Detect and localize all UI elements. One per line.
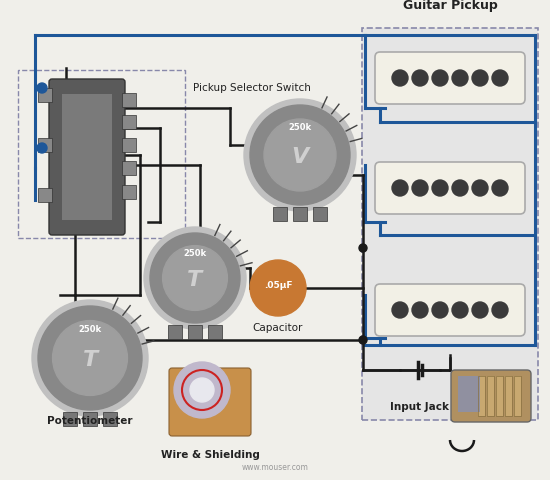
Bar — [83, 412, 97, 426]
Text: 250k: 250k — [288, 123, 311, 132]
Circle shape — [472, 70, 488, 86]
Bar — [514, 376, 521, 416]
Text: T: T — [82, 350, 97, 370]
Bar — [478, 376, 485, 416]
FancyBboxPatch shape — [375, 162, 525, 214]
Bar — [18, 70, 185, 238]
Bar — [188, 325, 202, 339]
Bar — [122, 138, 136, 152]
Text: Capacitor: Capacitor — [253, 323, 303, 333]
Bar — [122, 161, 136, 175]
FancyBboxPatch shape — [377, 303, 523, 321]
Bar — [122, 93, 136, 107]
Bar — [273, 207, 287, 221]
Bar — [487, 376, 494, 416]
Circle shape — [250, 260, 306, 316]
Circle shape — [190, 378, 214, 402]
Circle shape — [472, 302, 488, 318]
Bar — [122, 185, 136, 199]
Circle shape — [492, 302, 508, 318]
Bar — [362, 28, 538, 420]
FancyBboxPatch shape — [49, 79, 125, 235]
Text: 250k: 250k — [79, 325, 102, 334]
Bar — [62, 94, 112, 220]
Circle shape — [412, 70, 428, 86]
Bar — [208, 325, 222, 339]
Bar — [103, 412, 117, 426]
Circle shape — [250, 105, 350, 205]
Circle shape — [392, 180, 408, 196]
FancyBboxPatch shape — [169, 368, 251, 436]
Circle shape — [37, 83, 47, 93]
Bar — [122, 115, 136, 129]
Text: Guitar Pickup: Guitar Pickup — [403, 0, 497, 12]
Circle shape — [264, 119, 336, 191]
Bar — [63, 412, 77, 426]
Circle shape — [452, 302, 468, 318]
Circle shape — [359, 244, 367, 252]
FancyBboxPatch shape — [451, 370, 531, 422]
FancyBboxPatch shape — [375, 52, 525, 104]
Bar — [168, 325, 182, 339]
Bar — [487, 376, 494, 416]
Circle shape — [53, 321, 128, 396]
Circle shape — [432, 180, 448, 196]
Circle shape — [472, 180, 488, 196]
Bar — [505, 376, 512, 416]
Circle shape — [452, 180, 468, 196]
Circle shape — [492, 70, 508, 86]
Text: Wire & Shielding: Wire & Shielding — [161, 450, 260, 460]
Circle shape — [37, 143, 47, 153]
Text: V: V — [292, 147, 309, 167]
Circle shape — [412, 302, 428, 318]
Circle shape — [432, 302, 448, 318]
Bar — [38, 188, 52, 202]
Circle shape — [174, 362, 230, 418]
Bar — [313, 207, 327, 221]
Circle shape — [432, 70, 448, 86]
Bar — [38, 138, 52, 152]
Text: Pickup Selector Switch: Pickup Selector Switch — [193, 83, 311, 93]
Text: .05μF: .05μF — [264, 281, 292, 290]
Circle shape — [163, 246, 227, 311]
Circle shape — [150, 233, 240, 323]
Circle shape — [144, 227, 246, 329]
Circle shape — [412, 180, 428, 196]
Text: Input Jack: Input Jack — [390, 402, 449, 412]
Circle shape — [452, 70, 468, 86]
Circle shape — [359, 336, 367, 344]
FancyBboxPatch shape — [377, 181, 523, 199]
Circle shape — [492, 180, 508, 196]
Bar — [505, 376, 512, 416]
FancyBboxPatch shape — [375, 284, 525, 336]
Circle shape — [32, 300, 148, 416]
Bar — [478, 376, 485, 416]
Text: T: T — [188, 270, 202, 290]
Circle shape — [244, 99, 356, 211]
Circle shape — [38, 306, 142, 410]
FancyBboxPatch shape — [377, 71, 523, 89]
Bar — [496, 376, 503, 416]
Text: Potentiometer: Potentiometer — [47, 416, 133, 426]
Bar — [514, 376, 521, 416]
Bar — [496, 376, 503, 416]
Circle shape — [392, 70, 408, 86]
Circle shape — [392, 302, 408, 318]
Bar — [458, 376, 480, 412]
Bar — [293, 207, 307, 221]
Text: www.mouser.com: www.mouser.com — [241, 463, 309, 472]
Bar — [38, 88, 52, 102]
Text: 250k: 250k — [184, 249, 207, 258]
